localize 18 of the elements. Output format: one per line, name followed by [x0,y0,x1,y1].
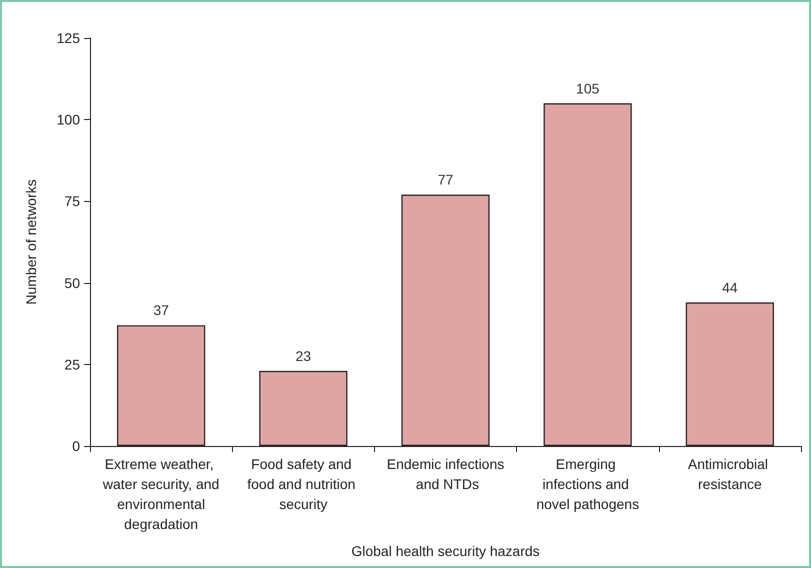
x-axis-title: Global health security hazards [351,543,540,559]
y-tick-label: 25 [64,356,80,372]
data-label: 105 [576,80,600,96]
y-tick-label: 125 [56,30,80,46]
data-label: 37 [153,302,170,318]
y-tick-label: 100 [56,112,80,128]
x-tick-label: Endemic infections and NTDs [386,456,504,492]
data-label: 77 [438,172,454,188]
data-label: 23 [296,348,312,364]
x-tick-label: Emerging infections and novel pathogens [536,456,640,512]
y-tick-label: 75 [64,193,80,210]
data-label: 44 [722,279,738,296]
x-tick-label: Food safety and food and nutrition security [247,456,360,512]
y-tick-label: 50 [64,274,80,291]
y-tick-label: 0 [72,438,80,454]
x-tick-label: Extreme weather, water security, and environmental degradation [102,456,220,532]
x-tick-label: Antimicrobial resistance [688,456,772,492]
y-axis-title: Number of networks [23,179,39,305]
